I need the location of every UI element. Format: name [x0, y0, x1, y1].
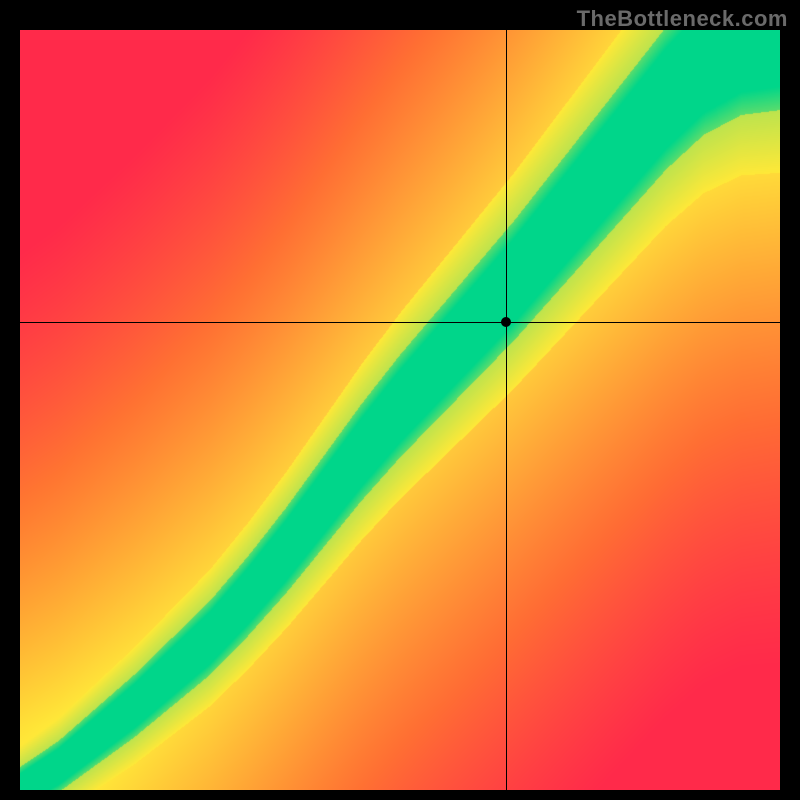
heatmap-canvas	[20, 30, 780, 790]
watermark-text: TheBottleneck.com	[577, 6, 788, 32]
crosshair-vertical	[506, 30, 507, 790]
plot-area	[20, 30, 780, 790]
chart-container: TheBottleneck.com	[0, 0, 800, 800]
crosshair-marker	[501, 317, 511, 327]
crosshair-horizontal	[20, 322, 780, 323]
